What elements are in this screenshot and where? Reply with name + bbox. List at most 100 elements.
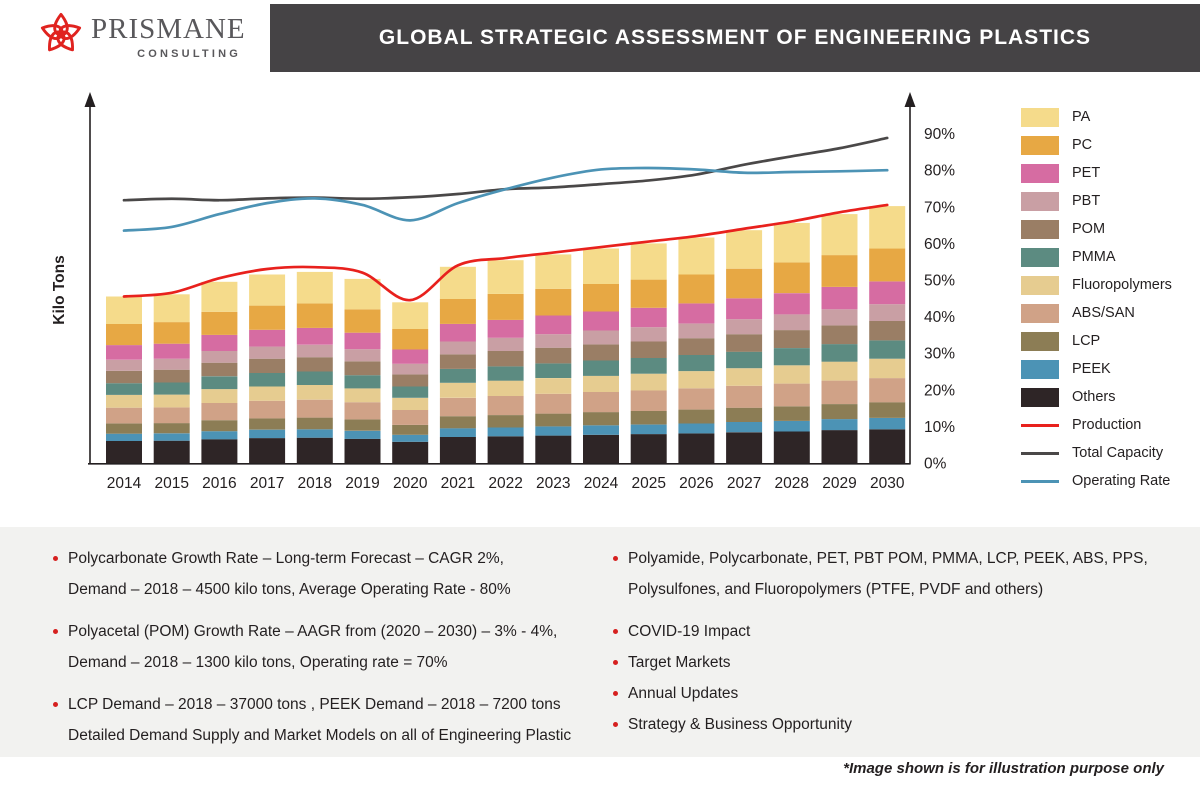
bar-segment-2016-PMMA <box>201 376 238 390</box>
bar-segment-2019-PEEK <box>344 430 381 439</box>
bar-segment-2026-PC <box>678 274 715 304</box>
bar-segment-2019-PMMA <box>344 375 381 389</box>
bar-segment-2015-PMMA <box>153 382 190 395</box>
brand-text: PRISMANE CONSULTING <box>91 12 245 60</box>
bar-segment-2022-POM <box>487 351 524 367</box>
x-tick-label-2023: 2023 <box>536 475 570 492</box>
legend-line-swatch <box>1021 479 1059 483</box>
bar-2015 <box>153 294 190 463</box>
bar-segment-2014-PA <box>106 296 142 324</box>
bullet-dot <box>613 629 618 634</box>
bar-segment-2030-PMMA <box>869 340 906 359</box>
bar-segment-2019-PBT <box>344 349 381 362</box>
bar-segment-2022-Fluoropolymers <box>487 380 524 396</box>
bar-segment-2016-PBT <box>201 351 238 363</box>
bar-segment-2018-ABS-SAN <box>296 399 333 418</box>
bullet-text: Annual Updates <box>628 685 739 702</box>
legend-swatch <box>1021 387 1059 407</box>
bar-segment-2015-ABS-SAN <box>153 407 190 424</box>
bar-segment-2020-PMMA <box>392 386 429 398</box>
bar-segment-2022-LCP <box>487 415 524 428</box>
bar-segment-2021-PEEK <box>439 428 476 437</box>
bar-segment-2027-POM <box>726 334 763 352</box>
bar-segment-2022-Others <box>487 436 524 463</box>
bar-2026 <box>678 237 715 463</box>
legend-swatch <box>1021 219 1059 239</box>
bar-segment-2025-Fluoropolymers <box>630 373 667 391</box>
bar-segment-2017-PC <box>249 305 286 330</box>
line-operating-rate <box>122 166 889 232</box>
legend-label: PET <box>1072 165 1101 181</box>
bar-segment-2025-PMMA <box>630 358 667 374</box>
bar-segment-2021-PBT <box>439 341 476 355</box>
bar-segment-2024-PBT <box>583 330 619 345</box>
bar-segment-2026-ABS-SAN <box>678 388 715 410</box>
legend-swatch <box>1021 135 1059 155</box>
legend-label: Fluoropolymers <box>1072 277 1172 293</box>
bullets-left-column: Polycarbonate Growth Rate – Long-term Fo… <box>52 543 592 762</box>
bar-segment-2021-PMMA <box>439 368 476 383</box>
bar-segment-2019-ABS-SAN <box>344 402 381 420</box>
bar-segment-2023-PET <box>535 315 572 335</box>
y-axis-label: Kilo Tons <box>51 255 68 324</box>
bar-segment-2021-LCP <box>439 416 476 429</box>
bar-segment-2020-PET <box>392 349 429 364</box>
legend-item-PET: PET <box>1021 159 1172 187</box>
bullet-text: Strategy & Business Opportunity <box>628 716 853 733</box>
legend-line-swatch <box>1021 451 1059 455</box>
legend-label: POM <box>1072 221 1106 237</box>
bar-segment-2030-PEEK <box>869 418 906 430</box>
chart-legend: PA PC PET PBT POM PMMA Fluoropolymers ABS/SAN LC… <box>1021 103 1172 495</box>
legend-label: PMMA <box>1072 249 1116 265</box>
legend-label: PEEK <box>1072 361 1111 377</box>
legend-item-Operating-Rate: Operating Rate <box>1021 467 1172 495</box>
bar-segment-2026-PMMA <box>678 355 715 372</box>
bar-segment-2015-PET <box>153 343 190 359</box>
bar-segment-2015-PEEK <box>153 433 190 441</box>
bar-segment-2022-ABS-SAN <box>487 396 524 415</box>
bar-segment-2027-PA <box>726 230 763 269</box>
axis-arrow-icon <box>904 92 916 107</box>
bar-segment-2025-PEEK <box>630 424 667 435</box>
bar-segment-2020-PBT <box>392 363 429 375</box>
bar-segment-2020-POM <box>392 374 429 387</box>
bullet-dot <box>613 556 618 561</box>
bar-segment-2018-PMMA <box>296 371 333 385</box>
bullet-text: Demand – 2018 – 4500 kilo tons, Average … <box>68 581 511 598</box>
bar-segment-2019-PC <box>344 309 381 333</box>
x-tick-label-2027: 2027 <box>727 475 761 492</box>
legend-line-swatch <box>1021 423 1059 427</box>
bar-2016 <box>201 281 238 463</box>
bar-2025 <box>630 243 667 463</box>
x-tick-label-2025: 2025 <box>631 475 665 492</box>
bar-segment-2029-PBT <box>821 309 858 326</box>
bar-segment-2014-LCP <box>106 423 142 434</box>
bar-segment-2015-PA <box>153 294 190 323</box>
bullet-text: Polyamide, Polycarbonate, PET, PBT POM, … <box>628 550 1148 567</box>
legend-item-Production: Production <box>1021 411 1172 439</box>
bullet-group: Polyacetal (POM) Growth Rate – AAGR from… <box>52 616 592 678</box>
bullet-group: COVID-19 Impact <box>612 616 1172 647</box>
bar-segment-2020-PC <box>392 329 429 350</box>
bullet-dot <box>53 702 58 707</box>
bar-segment-2014-PMMA <box>106 383 142 395</box>
x-tick-label-2022: 2022 <box>488 475 522 492</box>
bar-segment-2025-PBT <box>630 327 667 342</box>
bar-segment-2018-LCP <box>296 417 333 430</box>
bullet-line: Polyacetal (POM) Growth Rate – AAGR from… <box>52 616 592 647</box>
bar-segment-2024-PA <box>583 248 619 284</box>
bar-segment-2029-POM <box>821 325 858 345</box>
bar-segment-2027-LCP <box>726 407 763 422</box>
bar-2030 <box>869 206 906 463</box>
bar-segment-2023-ABS-SAN <box>535 393 572 414</box>
bar-segment-2018-PA <box>296 271 333 304</box>
legend-item-PEEK: PEEK <box>1021 355 1172 383</box>
bullet-dot <box>613 660 618 665</box>
bar-segment-2016-PET <box>201 334 238 351</box>
bar-segment-2017-ABS-SAN <box>249 400 286 419</box>
bar-2017 <box>249 274 286 463</box>
bullet-line: Detailed Demand Supply and Market Models… <box>52 720 592 751</box>
legend-swatch <box>1021 359 1059 379</box>
bar-segment-2030-Fluoropolymers <box>869 358 906 379</box>
bar-segment-2024-LCP <box>583 412 619 426</box>
